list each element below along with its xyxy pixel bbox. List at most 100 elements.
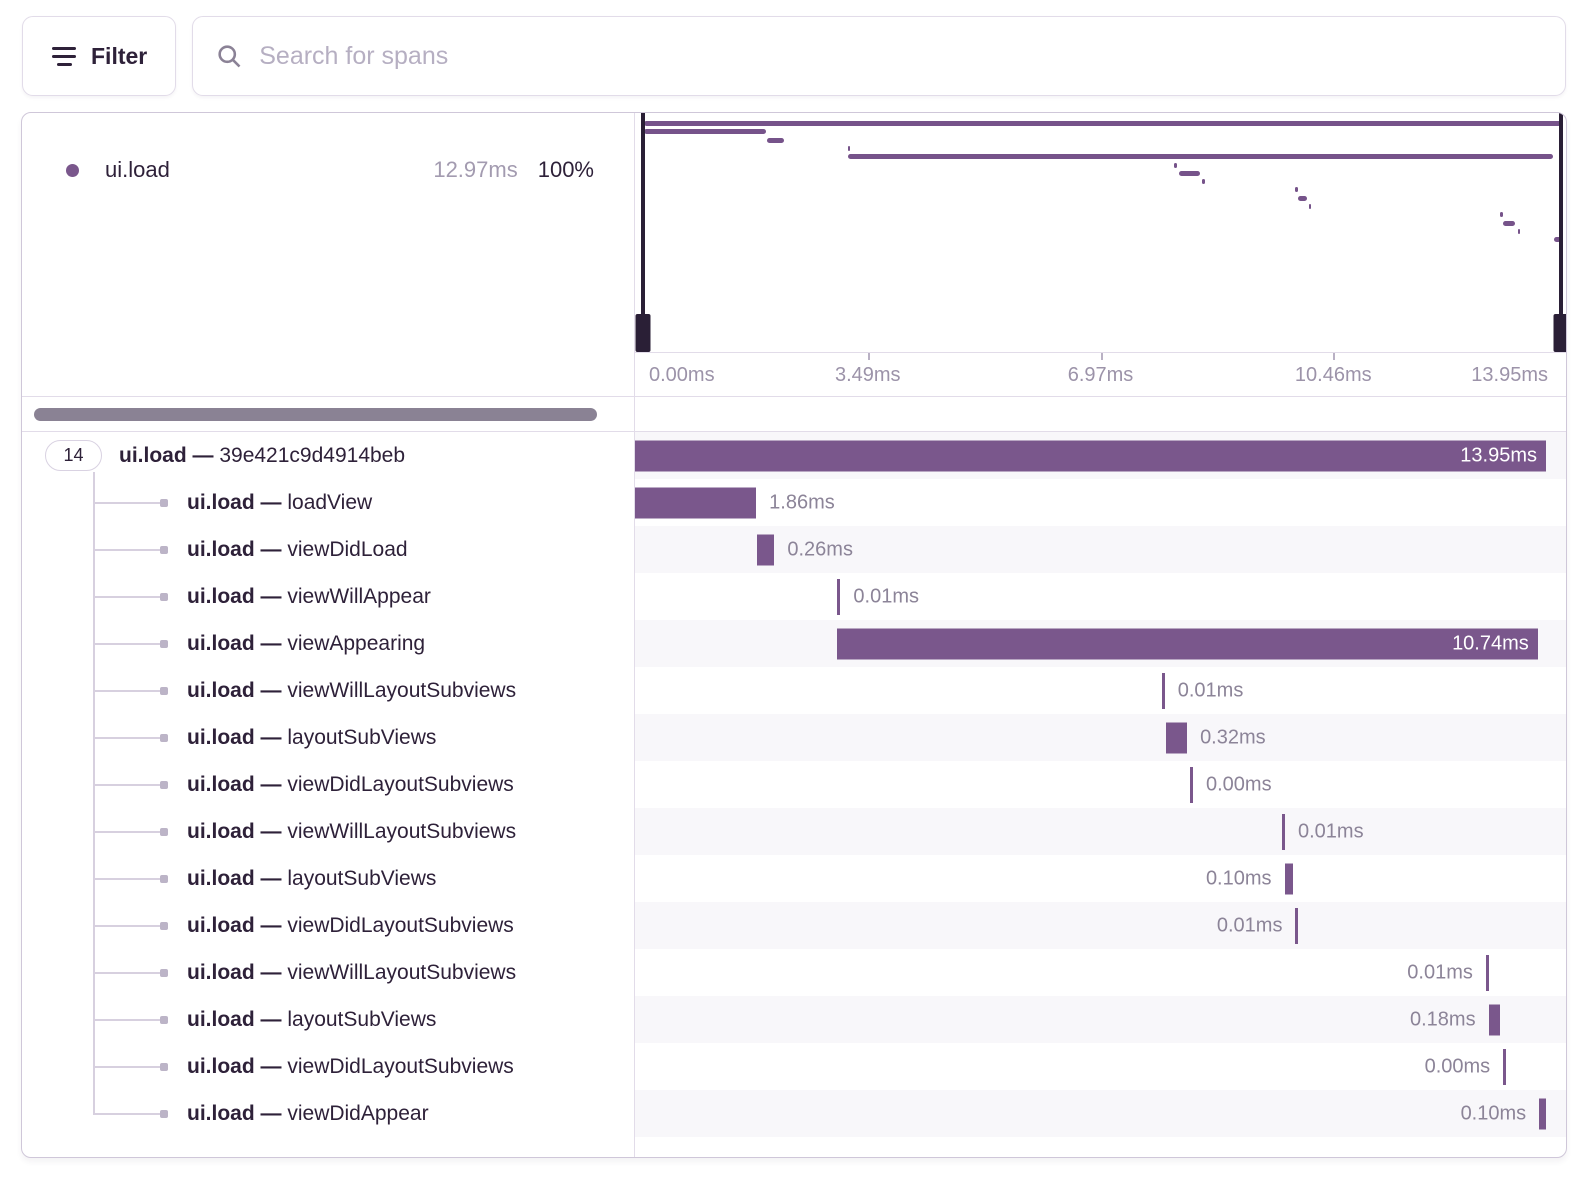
- tree-row[interactable]: ui.load — viewWillAppear: [22, 573, 634, 620]
- tree-connector-line: [93, 1065, 160, 1068]
- tree-connector-dot: [160, 921, 168, 930]
- span-label: ui.load — viewDidLayoutSubviews: [187, 913, 514, 937]
- tree-connector-dot: [160, 827, 168, 836]
- tree-row[interactable]: ui.load — layoutSubViews: [22, 714, 634, 761]
- waterfall-row[interactable]: 0.01ms: [635, 573, 1566, 620]
- minimap-span-bar: [1517, 228, 1521, 234]
- axis-label-2: 6.97ms: [1067, 364, 1134, 386]
- minimap-span-bar: [847, 145, 851, 151]
- tree-connector-line: [93, 472, 95, 479]
- tree-connector-line: [93, 642, 160, 645]
- waterfall-row[interactable]: 13.95ms: [635, 432, 1566, 479]
- waterfall-row-plot: 0.01ms: [635, 902, 1546, 949]
- tree-connector-line: [93, 1018, 160, 1021]
- minimap-span-bar: [1500, 212, 1503, 218]
- tree-hscrollbar-thumb[interactable]: [34, 407, 597, 421]
- waterfall-row[interactable]: 0.00ms: [635, 761, 1566, 808]
- tree-connector-dot: [160, 1015, 168, 1024]
- span-bar[interactable]: 13.95ms: [635, 440, 1546, 471]
- tree-connector-dot: [160, 498, 168, 507]
- filter-button[interactable]: Filter: [22, 16, 177, 96]
- waterfall-spacer-row: [635, 397, 1566, 432]
- tree-row[interactable]: ui.load — layoutSubViews: [22, 996, 634, 1043]
- tree-connector-line: [93, 501, 160, 504]
- waterfall-row[interactable]: 0.00ms: [635, 1043, 1566, 1090]
- waterfall-row-plot: 0.01ms: [635, 808, 1546, 855]
- minimap-span-bar: [1554, 237, 1561, 243]
- waterfall-row-plot: 0.00ms: [635, 1043, 1546, 1090]
- waterfall-row[interactable]: 1.86ms: [635, 479, 1566, 526]
- tree-row[interactable]: ui.load — viewDidAppear: [22, 1090, 634, 1137]
- tree-row[interactable]: ui.load — viewDidLoad: [22, 526, 634, 573]
- span-bar[interactable]: [837, 578, 841, 615]
- waterfall-row[interactable]: 0.01ms: [635, 949, 1566, 996]
- tree-row[interactable]: 14 ui.load — 39e421c9d4914beb: [22, 432, 634, 479]
- tree-row[interactable]: ui.load — viewDidLayoutSubviews: [22, 902, 634, 949]
- tree-row[interactable]: ui.load — viewWillLayoutSubviews: [22, 667, 634, 714]
- tree-connector-line: [93, 830, 160, 833]
- span-bar[interactable]: [1295, 907, 1299, 944]
- axis-label-0: 0.00ms: [649, 364, 715, 386]
- tree-connector-line: [93, 689, 160, 692]
- tree-row[interactable]: ui.load — viewWillLayoutSubviews: [22, 949, 634, 996]
- trace-minimap[interactable]: [635, 113, 1566, 353]
- minimap-span-bar: [1202, 179, 1205, 185]
- span-bar[interactable]: [1161, 672, 1165, 709]
- tree-row[interactable]: ui.load — loadView: [22, 479, 634, 526]
- span-duration-label: 0.01ms: [1407, 961, 1473, 983]
- waterfall-row[interactable]: 0.32ms: [635, 714, 1566, 761]
- tree-connector-dot: [160, 686, 168, 695]
- span-duration-label: 0.01ms: [1297, 820, 1364, 842]
- tree-connector-dot: [160, 639, 168, 648]
- waterfall-row[interactable]: 0.26ms: [635, 526, 1566, 573]
- span-bar[interactable]: [1503, 1048, 1507, 1085]
- ops-breakdown-row[interactable]: ui.load 12.97ms 100%: [66, 157, 594, 183]
- waterfall-row[interactable]: 0.18ms: [635, 996, 1566, 1043]
- span-bar[interactable]: [1488, 1004, 1501, 1035]
- span-search-box[interactable]: [192, 16, 1566, 96]
- waterfall-column: 0.00ms 3.49ms 6.97ms 10.46ms 13.95ms 13.…: [635, 113, 1566, 1157]
- span-bar[interactable]: 10.74ms: [837, 628, 1538, 659]
- filter-button-label: Filter: [91, 42, 148, 69]
- span-bar[interactable]: [1281, 813, 1285, 850]
- tree-connector-dot: [160, 592, 168, 601]
- span-label: ui.load — layoutSubViews: [187, 725, 437, 749]
- search-icon: [218, 45, 241, 68]
- span-bar[interactable]: [1189, 766, 1193, 803]
- span-duration-label: 0.26ms: [787, 538, 853, 560]
- minimap-left-grip[interactable]: [635, 314, 651, 352]
- span-label: ui.load — viewWillAppear: [187, 584, 431, 608]
- tree-connector-dot: [160, 1062, 168, 1071]
- tree-row[interactable]: ui.load — viewDidLayoutSubviews: [22, 1043, 634, 1090]
- minimap-right-handle[interactable]: [1553, 113, 1566, 352]
- waterfall-row-plot: 0.10ms: [635, 1090, 1547, 1137]
- tree-row[interactable]: ui.load — viewAppearing: [22, 620, 634, 667]
- tree-row[interactable]: ui.load — viewWillLayoutSubviews: [22, 808, 634, 855]
- span-bar[interactable]: [635, 487, 757, 518]
- span-duration-label: 0.32ms: [1200, 726, 1266, 748]
- tree-connector-dot: [160, 780, 168, 789]
- span-duration-label: 0.00ms: [1205, 773, 1272, 795]
- minimap-left-handle[interactable]: [635, 113, 651, 352]
- filter-icon: [51, 46, 77, 66]
- span-bar[interactable]: [1485, 954, 1489, 991]
- minimap-right-grip[interactable]: [1553, 314, 1566, 352]
- span-children-count-badge[interactable]: 14: [45, 440, 102, 471]
- waterfall-row[interactable]: 0.10ms: [635, 855, 1566, 902]
- span-bar[interactable]: [1166, 722, 1188, 753]
- span-bar[interactable]: [1284, 863, 1294, 894]
- waterfall-row-plot: 0.32ms: [635, 714, 1546, 761]
- span-duration-label: 0.18ms: [1410, 1008, 1476, 1030]
- tree-row[interactable]: ui.load — viewDidLayoutSubviews: [22, 761, 634, 808]
- minimap-span-bar: [847, 154, 1553, 160]
- waterfall-row[interactable]: 10.74ms: [635, 620, 1566, 667]
- span-bar[interactable]: [757, 534, 775, 565]
- span-bar[interactable]: [1539, 1098, 1547, 1129]
- waterfall-row[interactable]: 0.01ms: [635, 667, 1566, 714]
- span-search-input[interactable]: [259, 41, 1543, 71]
- waterfall-row[interactable]: 0.10ms: [635, 1090, 1566, 1137]
- waterfall-row[interactable]: 0.01ms: [635, 902, 1566, 949]
- tree-row[interactable]: ui.load — layoutSubViews: [22, 855, 634, 902]
- span-duration-label: 0.10ms: [1460, 1102, 1527, 1124]
- waterfall-row[interactable]: 0.01ms: [635, 808, 1566, 855]
